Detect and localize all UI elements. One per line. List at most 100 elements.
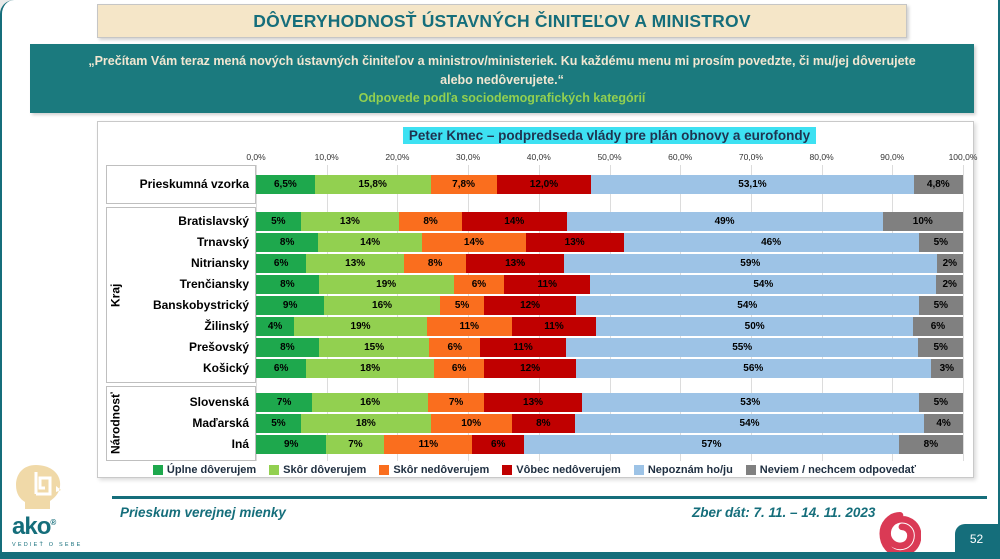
bar-row: 9% 16% 5% 12% 54% 5%: [256, 296, 963, 315]
bar-value-label: 6%: [273, 258, 289, 269]
bar-value-label: 13%: [505, 258, 526, 269]
bar-segment: 9%: [256, 435, 327, 454]
bar-value-label: 3%: [939, 363, 955, 374]
bar-value-label: 54%: [737, 300, 758, 311]
legend-swatch-icon: [502, 465, 513, 475]
bar-segment: 15,8%: [314, 175, 431, 194]
x-tick-label: 100,0%: [948, 152, 978, 162]
bar-segment: 56%: [575, 359, 931, 378]
bar-segment: 3%: [930, 359, 964, 378]
bar-segment: 11%: [511, 317, 597, 336]
bar-value-label: 6%: [471, 279, 487, 290]
plot-area: Prieskumná vzorka 6,5% 15,8% 7,8% 12,0% 53,1%…: [106, 165, 964, 461]
bar-value-label: 13%: [345, 258, 366, 269]
ako-wordmark: ako®: [12, 513, 57, 540]
bar-segment: 8%: [404, 254, 467, 273]
bar-value-label: 54%: [753, 279, 774, 290]
bar-value-label: 9%: [284, 439, 299, 450]
bar-value-label: 8%: [536, 418, 551, 429]
bar-segment: 2%: [936, 275, 963, 294]
legend-swatch-icon: [152, 465, 163, 475]
bar-value-label: 14%: [360, 237, 381, 248]
x-tick-label: 80,0%: [809, 152, 834, 162]
legend: Úplne dôverujem Skôr dôverujem Skôr nedôve…: [106, 464, 963, 476]
page-title: DÔVERYHODNOSŤ ÚSTAVNÝCH ČINITEĽOV A MINI…: [253, 10, 751, 31]
legend-item: Nepoznám ho/ju: [633, 464, 733, 476]
bar-segment: 5%: [439, 296, 485, 315]
bar-segment: 13%: [306, 254, 405, 273]
bar-segment: 54%: [575, 296, 919, 315]
bar-value-label: 50%: [744, 321, 765, 332]
bar-value-label: 15%: [364, 342, 385, 353]
legend-label: Skôr dôverujem: [283, 464, 367, 476]
bar-value-label: 2%: [942, 258, 958, 269]
group-label: [107, 166, 124, 203]
bar-value-label: 4%: [267, 321, 283, 332]
bar-segment: 11%: [480, 338, 567, 357]
bar-row: 8% 14% 14% 13% 46% 5%: [256, 233, 963, 252]
bar-segment: 12%: [484, 359, 576, 378]
bar-segment: 4%: [256, 317, 295, 336]
category-group: Prieskumná vzorka 6,5% 15,8% 7,8% 12,0% 53,1%…: [106, 165, 963, 204]
bar-value-label: 6%: [447, 342, 462, 353]
bar-segment: 7,8%: [430, 175, 497, 194]
bar-value-label: 13%: [564, 237, 585, 248]
bar-segment: 16%: [324, 296, 440, 315]
group-bars: 5% 13% 8% 14% 49% 10% 8% 14% 14% 13% 46% 5% 6% 13% 8% 1…: [256, 207, 964, 383]
bar-value-label: 12,0%: [529, 179, 559, 190]
chart-title: Peter Kmec – podpredseda vlády pre plán …: [402, 127, 817, 144]
row-label: Košický: [202, 361, 249, 375]
bar-segment: 5%: [918, 338, 963, 357]
question-text: „Prečítam Vám teraz mená nových ústavnýc…: [88, 53, 916, 87]
bar-value-label: 4%: [936, 418, 951, 429]
legend-item: Skôr nedôverujem: [379, 464, 489, 476]
bar-segment: 16%: [312, 393, 428, 412]
bar-segment: 4%: [924, 414, 964, 433]
page-number: 52: [969, 531, 984, 546]
x-tick-label: 0,0%: [246, 152, 266, 162]
row-label: Nitriansky: [190, 256, 249, 270]
bar-value-label: 11%: [544, 321, 564, 332]
category-label-box: Prieskumná vzorka: [106, 165, 256, 204]
bar-value-label: 46%: [761, 237, 782, 248]
bar-value-label: 5%: [271, 216, 286, 227]
bar-segment: 54%: [574, 414, 925, 433]
bar-segment: 8%: [898, 435, 963, 454]
bar-row: 8% 15% 6% 11% 55% 5%: [256, 338, 963, 357]
footer-right-text: Zber dát: 7. 11. – 14. 11. 2023: [692, 505, 876, 520]
bar-value-label: 15,8%: [358, 179, 387, 190]
ako-logo: ako® VEDIEŤ O SEBE: [12, 464, 112, 548]
bar-segment: 5%: [918, 296, 963, 315]
bar-row: 5% 13% 8% 14% 49% 10%: [256, 212, 963, 231]
bar-value-label: 7,8%: [452, 179, 475, 190]
bar-segment: 11%: [384, 435, 473, 454]
bar-segment: 8%: [256, 275, 319, 294]
bar-value-label: 7%: [448, 397, 464, 408]
legend-swatch-icon: [269, 465, 280, 475]
ako-tagline: VEDIEŤ O SEBE: [12, 542, 83, 548]
bar-segment: 8%: [511, 414, 575, 433]
legend-label: Skôr nedôverujem: [393, 464, 490, 476]
bar-segment: 11%: [504, 275, 591, 294]
bar-value-label: 16%: [360, 397, 381, 408]
x-tick-label: 10,0%: [314, 152, 339, 162]
bar-value-label: 8%: [923, 439, 939, 450]
bar-value-label: 5%: [933, 237, 949, 248]
bar-value-label: 4,8%: [926, 179, 950, 190]
bar-value-label: 7%: [276, 397, 292, 408]
bar-value-label: 6,5%: [273, 179, 297, 190]
bar-segment: 5%: [918, 233, 963, 252]
chart-title-row: Peter Kmec – podpredseda vlády pre plán …: [256, 127, 963, 150]
bar-value-label: 8%: [279, 237, 295, 248]
legend-label: Nepoznám ho/ju: [647, 464, 733, 476]
row-label: Trnavský: [196, 235, 249, 249]
category-label-box: Kraj Bratislavský Trnavský Nitriansky Trenči…: [106, 207, 256, 383]
bar-row: 9% 7% 11% 6% 57% 8%: [256, 435, 963, 454]
bar-segment: 6%: [453, 275, 505, 294]
bar-segment: 7%: [256, 393, 313, 412]
bar-segment: 8%: [399, 212, 462, 231]
bar-segment: 7%: [427, 393, 485, 412]
bar-value-label: 8%: [280, 342, 295, 353]
legend-item: Úplne dôverujem: [152, 464, 256, 476]
